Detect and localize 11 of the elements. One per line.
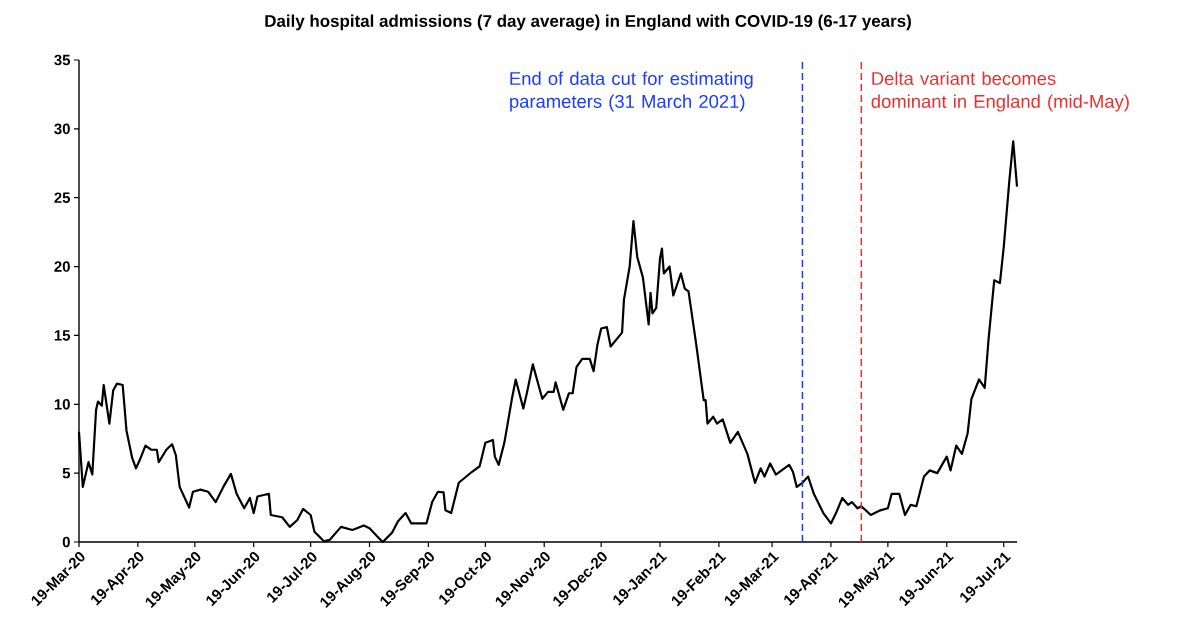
y-tick-label: 35 [54,54,71,66]
y-tick-label: 25 [54,192,71,203]
y-tick-label: 30 [54,123,70,135]
y-tick-label: 5 [62,467,71,479]
chart-title: Daily hospital admissions (7 day average) in England with COVID-19 (6-17 years) [265,14,911,31]
ref-line-label: Delta variant becomes dominant in England (mid-May) [871,71,1129,112]
y-tick-label: 10 [54,398,70,410]
y-tick-label: 20 [54,261,70,272]
y-tick-label: 0 [62,536,70,548]
y-tick-label: 15 [54,330,71,341]
ref-line-label: End of data cut for estimating parameters (31 March 2021) [510,71,753,112]
